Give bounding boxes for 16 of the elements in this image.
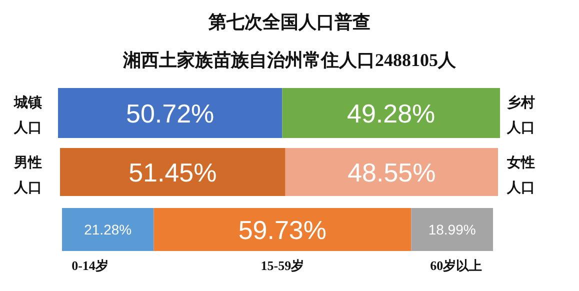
series-label: 女性人口 bbox=[506, 155, 535, 196]
data-label: 59.73% bbox=[238, 214, 327, 245]
data-label: 21.28% bbox=[84, 222, 132, 238]
series-label: 乡村人口 bbox=[506, 94, 535, 136]
series-label: 0-14岁 bbox=[72, 258, 108, 273]
data-label: 49.28% bbox=[346, 98, 436, 128]
data-label: 48.55% bbox=[348, 157, 436, 188]
series-label: 15-59岁 bbox=[260, 258, 304, 273]
data-label: 18.99% bbox=[428, 222, 476, 238]
data-label: 51.45% bbox=[128, 157, 217, 188]
series-label: 男性人口 bbox=[13, 155, 42, 196]
series-label: 60岁以上 bbox=[430, 258, 482, 273]
chart-title: 第七次全国人口普查 bbox=[208, 12, 370, 32]
chart-subtitle: 湘西土家族苗族自治州常住人口2488105人 bbox=[122, 50, 457, 70]
data-label: 50.72% bbox=[126, 98, 214, 128]
series-label: 城镇人口 bbox=[13, 95, 42, 136]
